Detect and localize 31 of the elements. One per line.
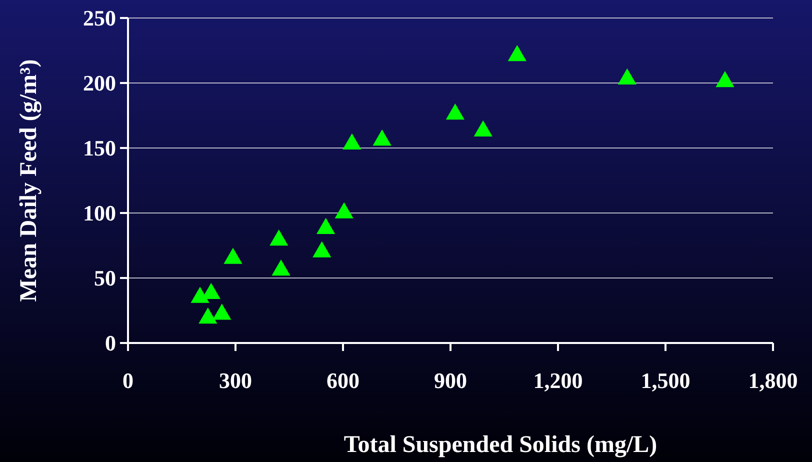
x-tick-label: 1,500: [640, 368, 690, 393]
point: [372, 129, 392, 146]
x-tick-label: 600: [326, 368, 360, 393]
y-tick-label: 250: [83, 6, 116, 31]
point: [618, 68, 636, 84]
x-tick-label: 1,800: [748, 368, 798, 393]
point: [342, 133, 362, 150]
y-tick-label: 150: [83, 136, 116, 161]
y-tick-label: 100: [83, 200, 116, 226]
point: [272, 259, 290, 276]
point: [312, 241, 332, 258]
y-tick-label: 200: [83, 70, 116, 96]
point: [198, 308, 218, 324]
y-tick-label: 0: [105, 330, 116, 356]
point: [508, 44, 526, 62]
point: [334, 202, 354, 218]
y-tick-label: 50: [94, 266, 116, 291]
point: [474, 120, 492, 136]
point: [212, 304, 232, 320]
y-axis-title: Mean Daily Feed (g/m³): [16, 59, 42, 302]
point: [716, 70, 734, 88]
x-tick-label: 300: [219, 368, 252, 393]
point: [270, 230, 288, 246]
point: [316, 218, 336, 234]
x-tick-label: 1,200: [533, 368, 583, 393]
point: [190, 286, 210, 303]
x-tick-label: 0: [122, 368, 134, 393]
x-axis-title: Total Suspended Solids (mg/L): [344, 432, 658, 458]
point: [446, 103, 464, 120]
x-tick-label: 900: [434, 368, 467, 393]
point: [224, 248, 242, 264]
